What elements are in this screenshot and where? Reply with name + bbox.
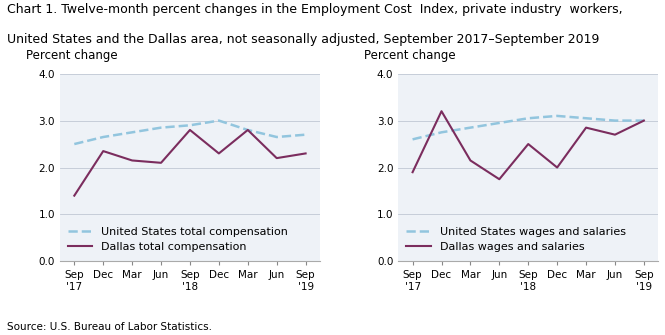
United States total compensation <box>244 128 252 132</box>
Dallas total compensation <box>70 194 78 198</box>
United States total compensation <box>215 119 223 123</box>
Dallas wages and salaries <box>495 177 503 181</box>
United States wages and salaries <box>553 114 561 118</box>
United States total compensation <box>273 135 281 139</box>
United States wages and salaries <box>611 119 619 123</box>
Line: Dallas wages and salaries: Dallas wages and salaries <box>412 111 644 179</box>
Text: Percent change: Percent change <box>26 50 118 62</box>
Dallas total compensation <box>99 149 107 153</box>
Line: United States total compensation: United States total compensation <box>74 121 306 144</box>
Dallas total compensation <box>128 158 136 162</box>
United States total compensation <box>70 142 78 146</box>
Dallas total compensation <box>244 128 252 132</box>
Dallas wages and salaries <box>582 126 590 130</box>
Dallas wages and salaries <box>640 119 648 123</box>
Line: Dallas total compensation: Dallas total compensation <box>74 130 306 196</box>
Dallas total compensation <box>157 161 165 165</box>
United States total compensation <box>186 123 194 127</box>
United States wages and salaries <box>466 126 474 130</box>
Dallas total compensation <box>273 156 281 160</box>
Line: United States wages and salaries: United States wages and salaries <box>412 116 644 139</box>
United States total compensation <box>302 133 310 137</box>
United States total compensation <box>157 126 165 130</box>
Dallas wages and salaries <box>611 133 619 137</box>
Dallas wages and salaries <box>553 165 561 170</box>
Dallas wages and salaries <box>438 109 446 113</box>
Dallas total compensation <box>302 151 310 155</box>
Text: Chart 1. Twelve-month percent changes in the Employment Cost  Index, private ind: Chart 1. Twelve-month percent changes in… <box>7 3 622 16</box>
Text: Percent change: Percent change <box>364 50 456 62</box>
United States total compensation <box>99 135 107 139</box>
United States total compensation <box>128 130 136 134</box>
Text: United States and the Dallas area, not seasonally adjusted, September 2017–Septe: United States and the Dallas area, not s… <box>7 34 599 47</box>
Text: Source: U.S. Bureau of Labor Statistics.: Source: U.S. Bureau of Labor Statistics. <box>7 322 211 332</box>
United States wages and salaries <box>408 137 416 141</box>
United States wages and salaries <box>582 116 590 120</box>
United States wages and salaries <box>495 121 503 125</box>
Legend: United States wages and salaries, Dallas wages and salaries: United States wages and salaries, Dallas… <box>406 227 626 252</box>
United States wages and salaries <box>438 130 446 134</box>
Dallas wages and salaries <box>408 170 416 174</box>
Dallas wages and salaries <box>466 158 474 162</box>
United States wages and salaries <box>640 119 648 123</box>
Legend: United States total compensation, Dallas total compensation: United States total compensation, Dallas… <box>68 227 288 252</box>
United States wages and salaries <box>524 116 532 120</box>
Dallas total compensation <box>215 151 223 155</box>
Dallas wages and salaries <box>524 142 532 146</box>
Dallas total compensation <box>186 128 194 132</box>
